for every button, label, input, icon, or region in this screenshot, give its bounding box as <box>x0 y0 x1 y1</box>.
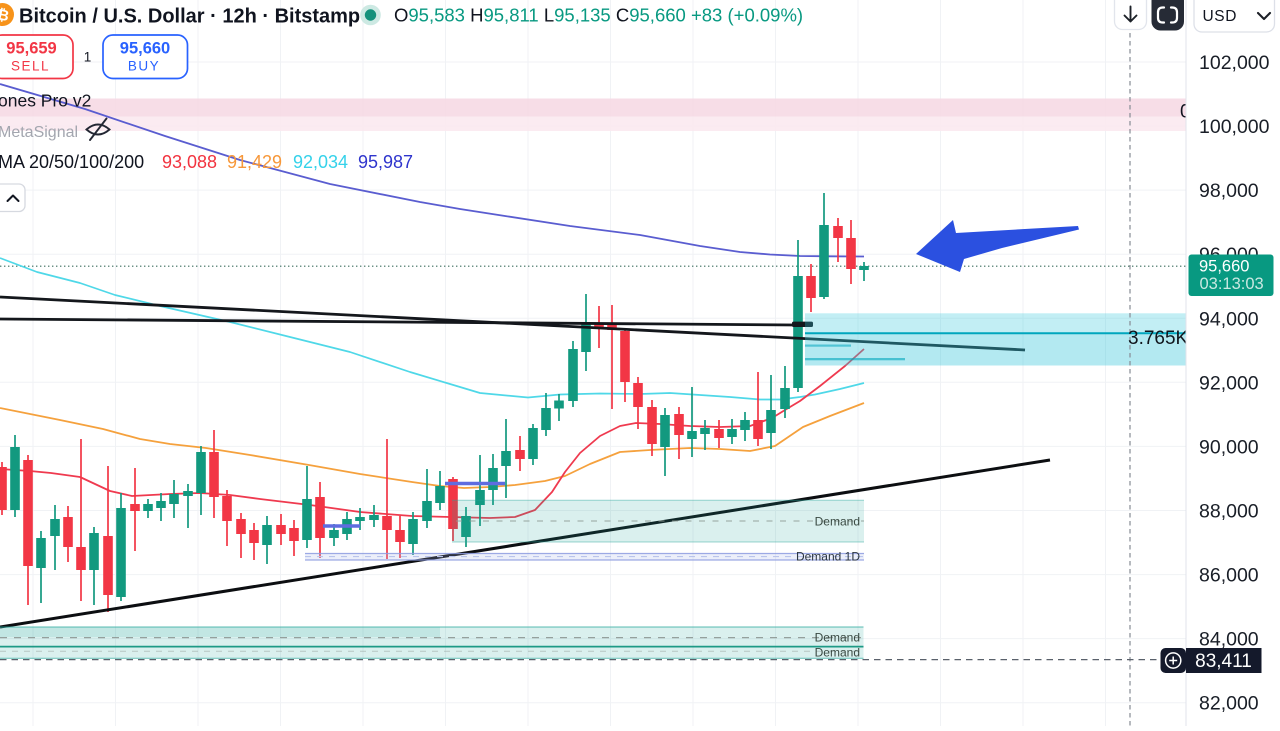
svg-text:Demand 1D: Demand 1D <box>796 550 860 564</box>
svg-text:90,000: 90,000 <box>1199 436 1259 458</box>
svg-text:94,000: 94,000 <box>1199 308 1259 330</box>
svg-text:Demand: Demand <box>815 646 860 660</box>
svg-text:98,000: 98,000 <box>1199 180 1259 202</box>
svg-text:BUY: BUY <box>128 59 160 74</box>
svg-text:86,000: 86,000 <box>1199 565 1259 587</box>
svg-text:92,034: 92,034 <box>293 152 348 172</box>
svg-text:84,000: 84,000 <box>1199 629 1259 651</box>
svg-text:MetaSignal: MetaSignal <box>0 124 78 141</box>
svg-text:₿: ₿ <box>0 6 11 25</box>
svg-text:91,429: 91,429 <box>227 152 282 172</box>
svg-text:0: 0 <box>1180 102 1191 123</box>
svg-text:Demand: Demand <box>815 631 860 645</box>
svg-text:SELL: SELL <box>11 59 50 74</box>
svg-text:MA 20/50/100/200: MA 20/50/100/200 <box>0 152 144 172</box>
svg-text:93,088: 93,088 <box>162 152 217 172</box>
svg-text:Bitcoin / U.S. Dollar · 12h ·: Bitcoin / U.S. Dollar · 12h · Bitstamp <box>19 6 360 28</box>
svg-text:ones Pro v2: ones Pro v2 <box>0 91 91 111</box>
svg-text:100,000: 100,000 <box>1199 116 1270 138</box>
svg-text:95,987: 95,987 <box>358 152 413 172</box>
svg-text:95,660: 95,660 <box>1199 257 1249 275</box>
svg-text:USD: USD <box>1203 8 1238 25</box>
svg-text:Demand: Demand <box>815 515 860 529</box>
svg-text:82,000: 82,000 <box>1199 693 1259 715</box>
svg-text:95,660: 95,660 <box>120 40 170 58</box>
svg-text:102,000: 102,000 <box>1199 52 1270 74</box>
svg-text:83,411: 83,411 <box>1195 651 1252 672</box>
svg-text:1: 1 <box>84 50 92 65</box>
svg-text:95,659: 95,659 <box>6 40 56 58</box>
svg-text:92,000: 92,000 <box>1199 372 1259 394</box>
svg-text:O95,583 H95,811 L95,135 C95: O95,583 H95,811 L95,135 C95,660 +83 (+0.… <box>394 5 803 26</box>
svg-text:3.765K: 3.765K <box>1128 328 1189 349</box>
svg-text:88,000: 88,000 <box>1199 501 1259 523</box>
svg-text:03:13:03: 03:13:03 <box>1200 275 1264 293</box>
